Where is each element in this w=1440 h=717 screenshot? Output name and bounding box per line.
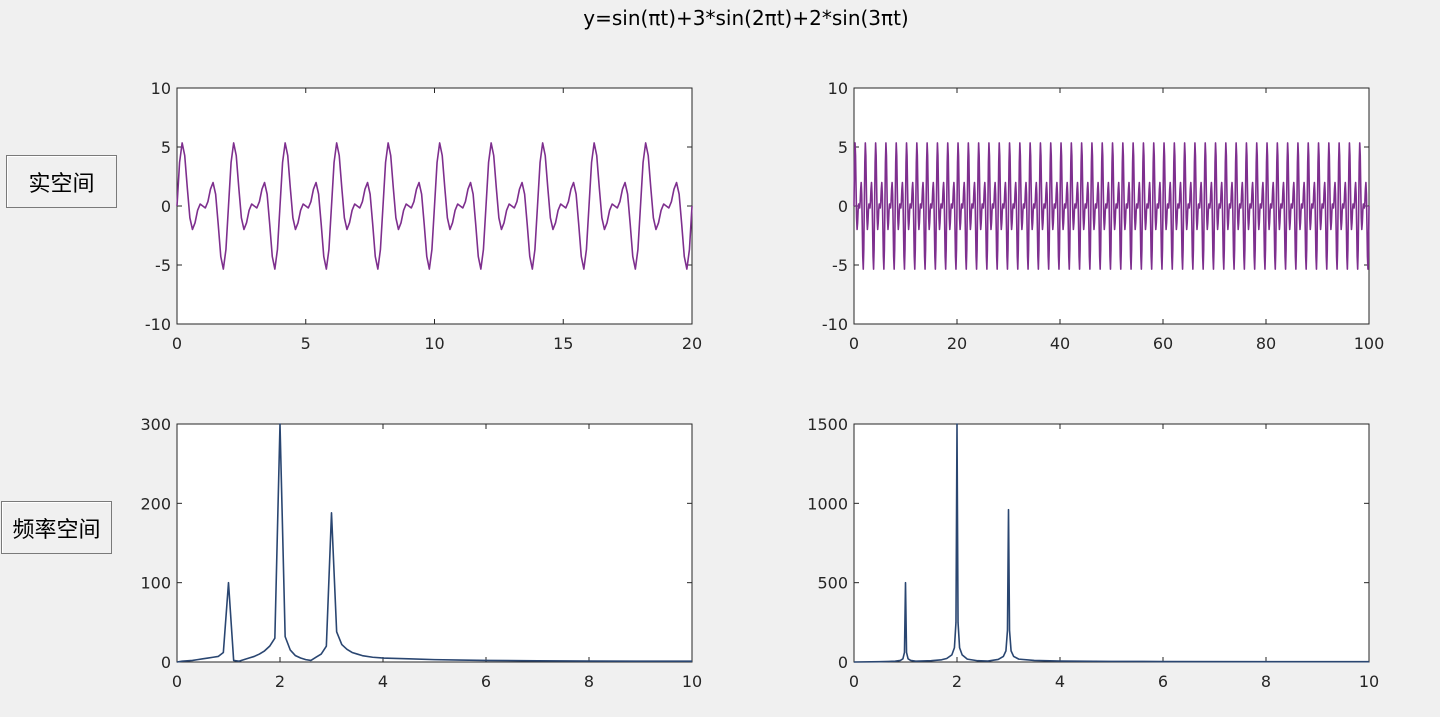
panel-label-frequency-space: 频率空间 bbox=[1, 501, 112, 554]
y-tick-label: 100 bbox=[140, 574, 171, 593]
series-line-time-short bbox=[176, 142, 693, 270]
y-tick-label: 5 bbox=[161, 138, 171, 157]
y-tick-label: 10 bbox=[828, 79, 848, 98]
panel-label-real-space: 实空间 bbox=[6, 155, 117, 208]
axes-time-short: 0 5 10 15 20 -10 -5 0 5 10 bbox=[145, 79, 702, 353]
plot-area bbox=[853, 423, 1370, 663]
y-tick-label: -10 bbox=[145, 315, 171, 334]
y-tick-label: 0 bbox=[838, 653, 848, 672]
y-tick-label: 500 bbox=[817, 574, 848, 593]
y-tick-label: 5 bbox=[838, 138, 848, 157]
x-tick-label: 4 bbox=[1055, 672, 1065, 691]
x-tick-label: 6 bbox=[1158, 672, 1168, 691]
x-tick-label: 0 bbox=[849, 672, 859, 691]
x-tick-label: 20 bbox=[947, 334, 967, 353]
x-tick-label: 10 bbox=[424, 334, 444, 353]
y-tick-label: 0 bbox=[838, 197, 848, 216]
y-tick-label: 300 bbox=[140, 415, 171, 434]
axes-spectrum-long: 0 2 4 6 8 10 0 500 1000 1500 bbox=[807, 415, 1379, 691]
x-tick-label: 0 bbox=[172, 334, 182, 353]
x-tick-label: 20 bbox=[682, 334, 702, 353]
x-tick-label: 40 bbox=[1050, 334, 1070, 353]
y-tick-label: -10 bbox=[822, 315, 848, 334]
x-tick-label: 6 bbox=[481, 672, 491, 691]
figure-title: y=sin(πt)+3*sin(2πt)+2*sin(3πt) bbox=[583, 6, 908, 30]
x-tick-label: 2 bbox=[275, 672, 285, 691]
x-tick-label: 60 bbox=[1153, 334, 1173, 353]
x-tick-label: 8 bbox=[584, 672, 594, 691]
series-line-spectrum-long bbox=[853, 423, 1369, 663]
y-tick-label: 10 bbox=[151, 79, 171, 98]
axes-time-long: 0 20 40 60 80 100 -10 -5 0 5 10 bbox=[822, 79, 1384, 353]
plot-area bbox=[176, 423, 693, 663]
x-tick-label: 100 bbox=[1354, 334, 1385, 353]
y-tick-label: 200 bbox=[140, 494, 171, 513]
y-tick-label: -5 bbox=[832, 256, 848, 275]
series-line-spectrum-short bbox=[176, 423, 692, 663]
x-tick-label: 5 bbox=[301, 334, 311, 353]
y-tick-label: 1000 bbox=[807, 494, 848, 513]
x-tick-label: 8 bbox=[1261, 672, 1271, 691]
y-tick-label: 0 bbox=[161, 197, 171, 216]
y-tick-label: 0 bbox=[161, 653, 171, 672]
x-tick-label: 15 bbox=[553, 334, 573, 353]
y-tick-label: -5 bbox=[155, 256, 171, 275]
y-tick-label: 1500 bbox=[807, 415, 848, 434]
x-tick-label: 10 bbox=[682, 672, 702, 691]
x-tick-label: 2 bbox=[952, 672, 962, 691]
x-tick-label: 4 bbox=[378, 672, 388, 691]
x-tick-label: 10 bbox=[1359, 672, 1379, 691]
x-tick-label: 0 bbox=[172, 672, 182, 691]
x-tick-label: 0 bbox=[849, 334, 859, 353]
x-tick-label: 80 bbox=[1256, 334, 1276, 353]
series-line-time-long bbox=[853, 142, 1370, 270]
